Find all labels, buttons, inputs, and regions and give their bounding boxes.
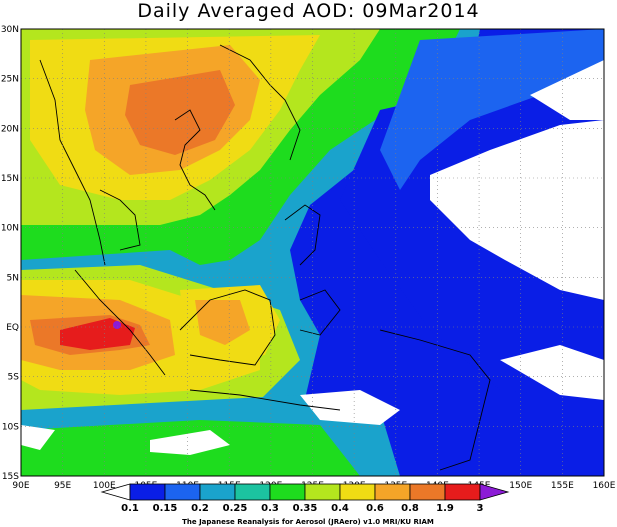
colorbar-label: 0.2: [191, 503, 209, 514]
aod-region-white-coral: [500, 345, 604, 400]
aod-peak-purple: [113, 321, 121, 329]
lon-label: 100E: [93, 481, 116, 491]
aod-region-white-pacific: [430, 120, 604, 300]
map-frame: [20, 28, 605, 477]
aod-region-darkorange: [125, 70, 235, 155]
aod-region-pacific-blue: [380, 29, 604, 190]
aod-region-white-sw: [21, 425, 55, 450]
colorbar-over-arrow: [479, 483, 510, 501]
lon-label: 95E: [54, 481, 71, 491]
aod-region-white-northeast: [530, 60, 604, 120]
lat-label: 15N: [1, 174, 19, 184]
lat-label: 15S: [2, 472, 19, 482]
latitude-labels: 30N 25N 20N 15N 10N 5N EQ 5S 10S 15S: [1, 25, 19, 482]
colorbar-label: 1.9: [436, 503, 454, 514]
lat-label: 5S: [8, 373, 20, 383]
lat-label: EQ: [6, 323, 19, 333]
colorbar: 0.1 0.15 0.2 0.25 0.3 0.35 0.4 0.6 0.8 1.9 3: [100, 483, 510, 514]
colorbar-label: 0.35: [293, 503, 318, 514]
colorbar-swatch: [199, 483, 236, 501]
aod-region-white-south: [150, 430, 230, 455]
colorbar-swatch: [269, 483, 306, 501]
colorbar-swatch: [374, 483, 411, 501]
colorbar-label: 0.4: [331, 503, 349, 514]
colorbar-swatch: [304, 483, 341, 501]
lat-label: 30N: [1, 25, 19, 35]
lat-label: 25N: [1, 75, 19, 85]
colorbar-swatch: [409, 483, 446, 501]
colorbar-label: 0.8: [401, 503, 419, 514]
colorbar-swatch: [339, 483, 376, 501]
map-title: Daily Averaged AOD: 09Mar2014: [137, 0, 480, 22]
map-gridlines: [21, 29, 604, 476]
colorbar-credit: The Japanese Reanalysis for Aerosol (JRA…: [182, 518, 434, 526]
colorbar-swatch: [234, 483, 271, 501]
colorbar-label: 3: [477, 503, 484, 514]
colorbar-label: 0.3: [261, 503, 279, 514]
aod-region-borneo-orange: [195, 300, 250, 345]
lon-label: 155E: [551, 481, 574, 491]
lon-label: 150E: [509, 481, 532, 491]
aod-field: [21, 29, 604, 476]
colorbar-label: 0.6: [366, 503, 384, 514]
lon-label: 90E: [12, 481, 29, 491]
lat-label: 10S: [2, 422, 19, 432]
colorbar-swatch: [444, 483, 481, 501]
coastlines: [39, 44, 491, 471]
colorbar-label: 0.15: [153, 503, 178, 514]
colorbar-label: 0.1: [121, 503, 139, 514]
lat-label: 10N: [1, 224, 19, 234]
colorbar-label: 0.25: [223, 503, 248, 514]
aod-region-white-timor: [300, 390, 400, 425]
lat-label: 20N: [1, 124, 19, 134]
lon-label: 160E: [593, 481, 616, 491]
colorbar-swatch: [164, 483, 201, 501]
colorbar-swatch: [129, 483, 166, 501]
lat-label: 5N: [7, 273, 19, 283]
